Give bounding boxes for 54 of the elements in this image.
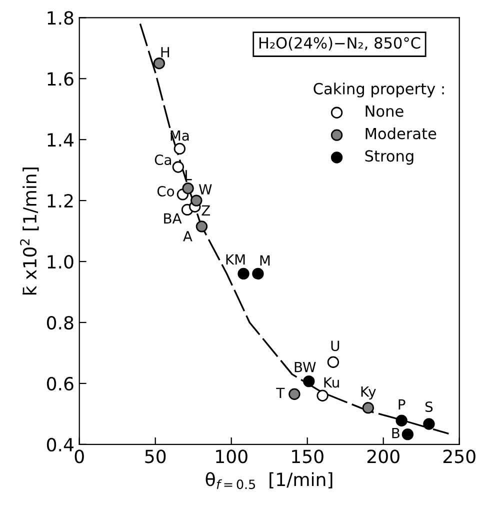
legend-label: None [366,106,404,117]
point [190,194,202,206]
point [396,414,408,426]
annotation: Co [157,186,174,196]
point [303,375,315,388]
annotation: Ky [361,386,376,400]
annotation: BA [164,213,182,224]
x-tick-label: 100 [216,450,248,464]
point [316,390,328,402]
point [182,182,194,194]
annotation: B [392,428,400,438]
y-tick-label: 0.8 [46,316,74,330]
legend-title: Caking property : [314,82,444,98]
legend-label: Strong [365,150,414,165]
annotation: Ca [154,154,172,166]
point [327,356,340,368]
y-tick-label: 1.6 [48,72,74,86]
y-tick-label: 1.0 [48,254,74,269]
annotation: BW [294,362,316,372]
point [153,58,166,70]
point [288,388,300,400]
y-tick-label: 1.2 [48,194,73,208]
annotation: M [260,255,270,266]
x-tick-label: 0 [74,450,84,464]
point [252,268,264,280]
point [423,418,435,430]
annotation: KM [226,254,245,265]
annotation: H₂O(24%)−N₂, 850°C [259,36,420,50]
annotation: S [425,402,433,412]
x-tick-label: 50 [145,450,166,464]
y-axis-title: k̄ x10$^{2}$ [1/min] [20,168,39,294]
point [402,428,414,440]
x-tick-label: 200 [367,450,400,464]
point [238,268,250,280]
annotation: Ku [324,377,339,388]
annotation: U [331,340,340,352]
point [196,220,208,232]
point [362,402,374,414]
x-axis-title: θ$_{f=0.5}$ [1/min] [206,472,332,490]
annotation: Z [202,205,210,216]
y-tick-label: 1.8 [48,11,74,25]
annotation: H [161,47,170,58]
y-tick-label: 0.4 [46,438,74,452]
point [174,142,186,155]
annotation: A [183,231,192,242]
x-tick-label: 150 [292,450,324,464]
legend-label: Moderate [366,127,436,140]
annotation: T [276,388,285,398]
x-tick-label: 250 [443,450,476,464]
annotation: W [199,184,212,194]
y-tick-label: 0.6 [46,376,74,391]
annotation: P [398,399,406,410]
point [172,161,184,173]
y-tick-label: 1.4 [48,133,74,146]
